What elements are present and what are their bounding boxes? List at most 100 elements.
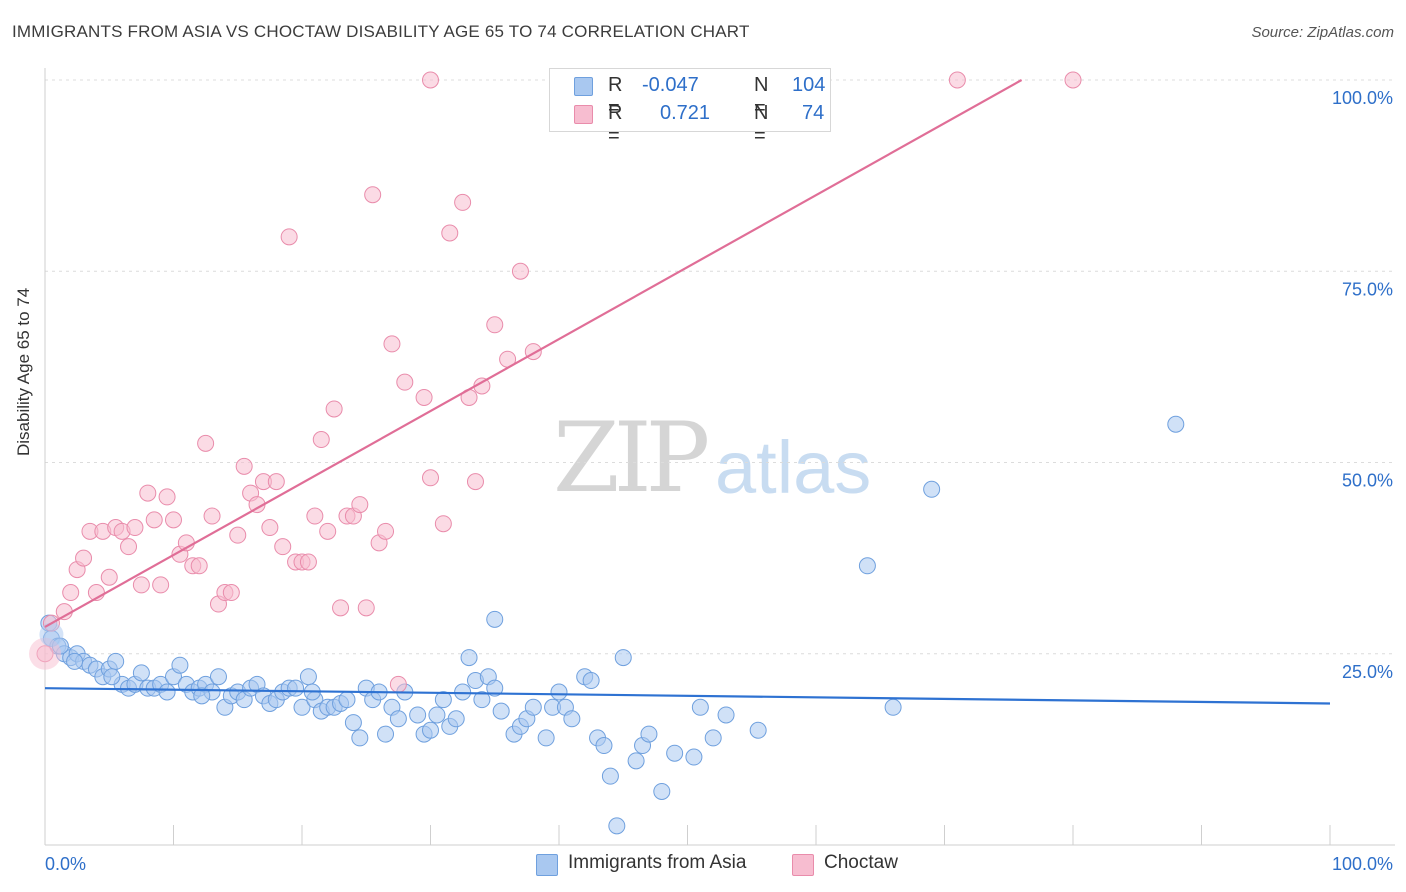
choctaw-point (75, 549, 93, 567)
choctaw-point (306, 507, 324, 525)
bottom-legend-swatch-choctaw (792, 854, 814, 876)
choctaw-point (62, 584, 80, 602)
asia-point (422, 721, 439, 739)
asia-point (653, 782, 671, 800)
y-tick-label: 100.0% (1332, 88, 1393, 108)
choctaw-point (377, 522, 395, 540)
bottom-legend-swatch-asia (536, 854, 558, 876)
asia-point (103, 668, 121, 686)
legend-r-value-asia: -0.047 (642, 74, 699, 96)
choctaw-point (261, 519, 279, 537)
asia-point (749, 721, 767, 739)
asia-point (666, 744, 684, 762)
asia-point (1167, 415, 1185, 433)
choctaw-point (389, 675, 407, 693)
asia-point (608, 817, 626, 835)
asia-trend-line (44, 687, 1331, 705)
choctaw-point (197, 434, 215, 452)
asia-point (107, 652, 125, 670)
x-tick-label: 0.0% (45, 854, 86, 874)
asia-point (171, 656, 189, 674)
asia-point (409, 706, 427, 724)
asia-point (691, 698, 709, 716)
asia-point (717, 706, 735, 724)
choctaw-point (145, 511, 163, 529)
asia-point (550, 683, 568, 701)
asia-point (344, 714, 362, 732)
choctaw-point (511, 262, 529, 280)
choctaw-point (434, 515, 452, 533)
choctaw-point (422, 469, 439, 487)
choctaw-point (1064, 71, 1082, 89)
choctaw-point (267, 473, 285, 491)
asia-point (685, 748, 703, 766)
choctaw-point (948, 71, 966, 89)
choctaw-point (274, 538, 292, 556)
asia-point (582, 672, 600, 690)
choctaw-point (120, 538, 138, 556)
choctaw-point (364, 186, 382, 204)
choctaw-point (126, 519, 144, 537)
choctaw-point (486, 316, 504, 334)
asia-point (563, 710, 581, 728)
legend-n-value-choctaw: 74 (802, 102, 825, 124)
legend-swatch-asia (574, 77, 593, 96)
asia-point (627, 752, 645, 770)
asia-point (287, 679, 305, 697)
legend-r-label: R = (608, 102, 623, 147)
source-label: Source: ZipAtlas.com (1251, 24, 1394, 41)
choctaw-point (235, 457, 253, 475)
choctaw-point (357, 599, 375, 617)
asia-point (923, 480, 941, 498)
choctaw-point (422, 71, 439, 89)
choctaw-point (454, 193, 472, 211)
y-tick-label: 50.0% (1342, 471, 1393, 491)
choctaw-point (132, 576, 150, 594)
asia-point (434, 691, 452, 709)
choctaw-point (383, 335, 401, 353)
choctaw-point (351, 496, 369, 514)
asia-point (601, 767, 619, 785)
asia-point (299, 668, 317, 686)
watermark-zip: ZIP (553, 402, 710, 514)
choctaw-point (190, 557, 208, 575)
legend-n-label: N = (754, 102, 769, 147)
choctaw-point (396, 373, 414, 391)
asia-point (537, 729, 555, 747)
chart-title: IMMIGRANTS FROM ASIA VS CHOCTAW DISABILI… (12, 22, 750, 41)
y-tick-label: 75.0% (1342, 279, 1393, 299)
asia-point (486, 610, 504, 628)
asia-point (293, 698, 311, 716)
asia-point (39, 622, 64, 647)
legend-r-label: R = (608, 74, 623, 119)
choctaw-point (319, 522, 337, 540)
asia-point (884, 698, 902, 716)
y-tick-label: 25.0% (1342, 662, 1393, 682)
asia-point (338, 691, 356, 709)
bottom-legend-label-asia: Immigrants from Asia (568, 852, 747, 873)
choctaw-point (466, 473, 484, 491)
choctaw-point (299, 553, 317, 571)
asia-point (704, 729, 722, 747)
asia-point (492, 702, 510, 720)
choctaw-point (222, 584, 240, 602)
legend: R = -0.047 N = 104 R = 0.721 N = 74 (549, 68, 831, 147)
choctaw-point (441, 224, 459, 242)
x-tick-label: 100.0% (1332, 854, 1393, 874)
choctaw-point (325, 400, 343, 418)
legend-swatch-choctaw (574, 105, 593, 124)
choctaw-point (165, 511, 182, 529)
asia-point (858, 557, 876, 575)
asia-point (209, 668, 227, 686)
choctaw-point (229, 526, 247, 544)
choctaw-point (415, 388, 433, 406)
asia-point (486, 679, 504, 697)
choctaw-point (332, 599, 350, 617)
asia-point (377, 725, 395, 743)
asia-point (640, 725, 658, 743)
choctaw-point (280, 228, 298, 246)
asia-point (460, 649, 478, 667)
asia-point (428, 706, 446, 724)
choctaw-point (139, 484, 157, 502)
asia-point (351, 729, 369, 747)
